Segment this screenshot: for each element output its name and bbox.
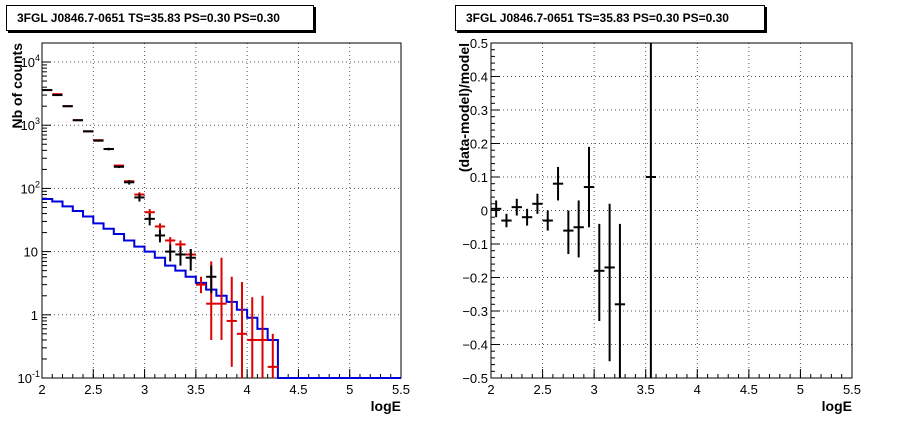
right-y-tick-label: −0.3 [462,304,488,319]
right-x-tick-label: 3.5 [637,382,655,397]
left-x-tick-label: 5 [346,382,353,397]
right-x-tick-label: 5.5 [843,382,861,397]
left-x-tick-label: 2 [38,382,45,397]
right-x-tick-label: 3 [591,382,598,397]
left-y-tick-label: 1 [31,308,38,323]
right-x-axis-title: logE [822,398,852,414]
right-y-axis-title: (data-model)/model [456,43,472,172]
right-y-tick-label: 0 [481,204,488,219]
right-y-tick-label: 0.4 [470,70,488,85]
left-y-tick-label: 10-1 [18,369,40,386]
right-x-tick-label: 4.5 [740,382,758,397]
left-x-axis-title: logE [371,398,401,414]
right-y-tick-label: −0.5 [462,371,488,386]
right-plot-title: 3FGL J0846.7-0651 TS=35.83 PS=0.30 PS=0.… [455,5,765,31]
left-plot-frame [41,42,402,379]
left-y-axis-title: Nb of counts [9,43,25,129]
right-x-tick-label: 4 [694,382,701,397]
left-y-tick-label: 103 [21,116,40,133]
right-y-tick-label: −0.2 [462,271,488,286]
right-x-tick-label: 2.5 [534,382,552,397]
left-x-tick-label: 5.5 [392,382,410,397]
left-x-tick-label: 3.5 [187,382,205,397]
left-y-tick-label: 10 [24,245,38,260]
left-x-tick-label: 4.5 [289,382,307,397]
right-x-tick-label: 5 [797,382,804,397]
left-x-tick-label: 2.5 [84,382,102,397]
right-y-tick-label: −0.1 [462,237,488,252]
left-series-source-model-step [42,197,401,379]
left-plot-title: 3FGL J0846.7-0651 TS=35.83 PS=0.30 PS=0.… [6,5,314,31]
left-y-tick-label: 102 [21,179,40,196]
left-x-tick-label: 3 [141,382,148,397]
right-x-tick-label: 2 [487,382,494,397]
right-y-tick-label: 0.1 [470,170,488,185]
right-y-tick-label: 0.3 [470,103,488,118]
right-y-tick-label: 0.5 [470,36,488,51]
right-y-tick-label: 0.2 [470,137,488,152]
left-y-tick-label: 104 [21,53,40,70]
left-x-tick-label: 4 [244,382,251,397]
right-y-tick-label: −0.4 [462,338,488,353]
